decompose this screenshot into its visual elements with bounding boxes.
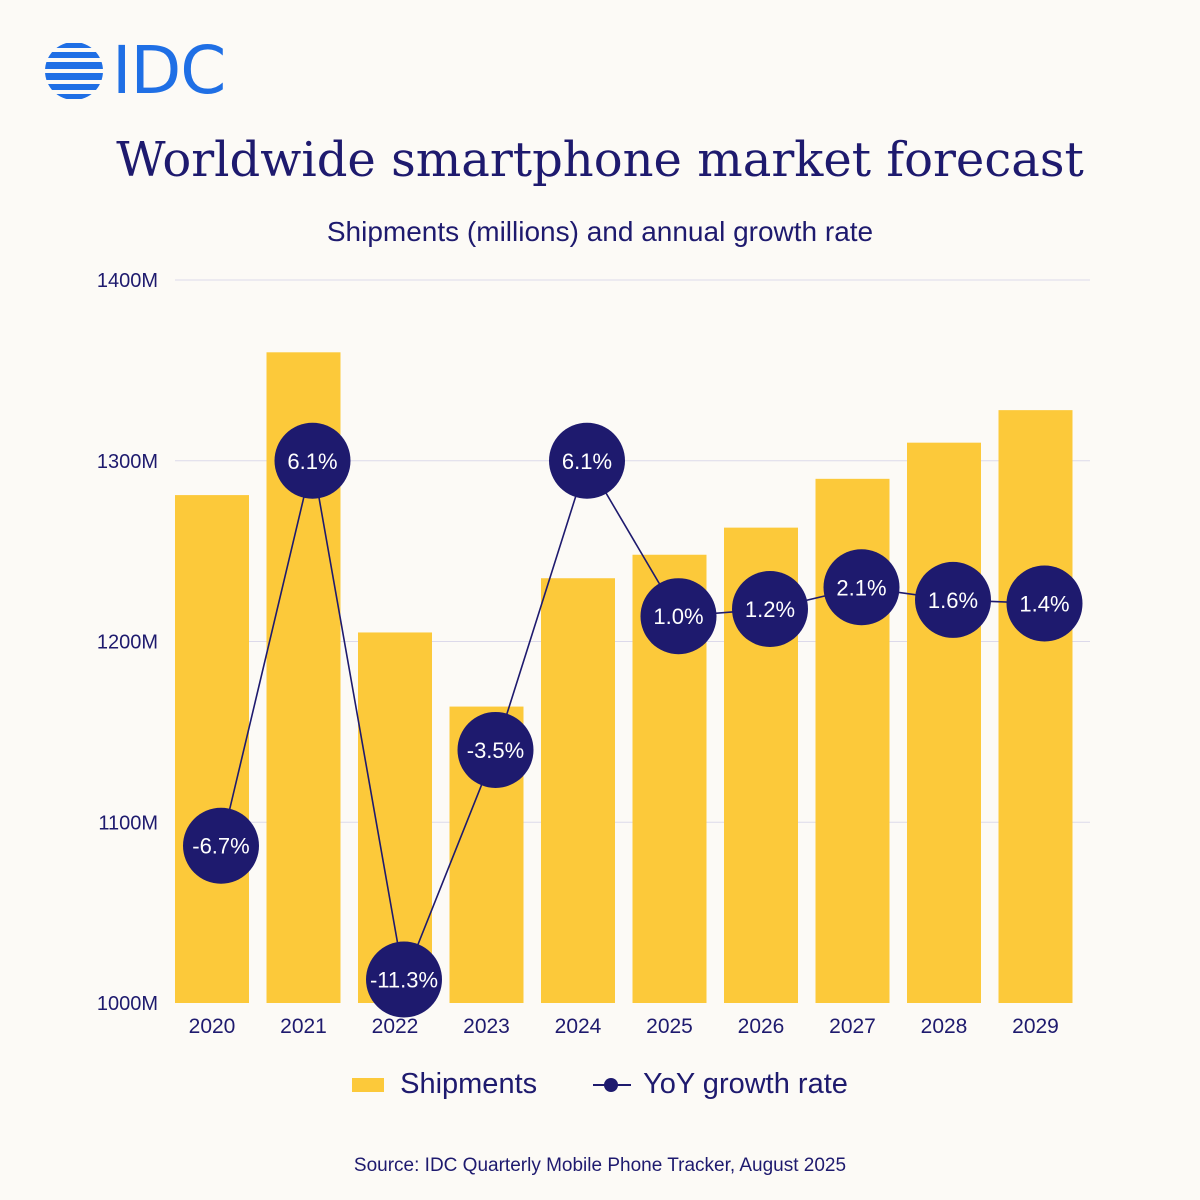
x-tick-label: 2021 — [280, 1015, 327, 1038]
growth-marker — [732, 570, 808, 647]
x-tick-label: 2022 — [372, 1015, 419, 1038]
x-tick-label: 2020 — [189, 1015, 236, 1038]
growth-marker — [274, 422, 351, 499]
y-tick-label: 1200M — [97, 632, 158, 654]
legend-item-shipments: Shipments — [352, 1068, 537, 1101]
growth-marker — [823, 549, 900, 626]
growth-data-label: -3.5% — [467, 738, 524, 763]
growth-data-label: -11.3% — [370, 968, 438, 993]
growth-marker — [457, 711, 534, 788]
growth-line — [220, 458, 1045, 983]
legend-swatch-shipments — [352, 1077, 385, 1092]
y-tick-label: 1400M — [97, 270, 158, 292]
growth-marker — [183, 807, 259, 884]
growth-marker — [549, 422, 625, 499]
legend-swatch-growth — [593, 1077, 632, 1092]
y-tick-label: 1100M — [98, 812, 158, 834]
bar-shipments — [175, 495, 249, 1003]
growth-data-label: -6.7% — [192, 834, 249, 859]
growth-marker — [915, 561, 991, 638]
x-tick-label: 2025 — [646, 1015, 693, 1038]
growth-data-label: 2.1% — [836, 575, 886, 600]
growth-marker — [366, 941, 442, 1018]
x-tick-label: 2024 — [555, 1015, 602, 1038]
y-tick-label: 1300M — [97, 451, 158, 473]
growth-data-label: 6.1% — [287, 449, 337, 474]
chart-legend: Shipments YoY growth rate — [0, 1068, 1200, 1101]
legend-label-shipments: Shipments — [400, 1068, 538, 1100]
idc-globe-icon — [45, 43, 103, 99]
legend-item-growth: YoY growth rate — [593, 1068, 848, 1101]
chart-subtitle: Shipments (millions) and annual growth r… — [326, 216, 874, 247]
growth-data-label: 1.4% — [1019, 592, 1069, 617]
growth-data-label: 6.1% — [562, 449, 612, 474]
growth-marker — [1006, 565, 1083, 642]
idc-logo-text: IDC — [112, 32, 226, 109]
chart-title: Worldwide smartphone market forecast — [116, 132, 1084, 188]
bar-shipments — [541, 578, 615, 1003]
x-tick-label: 2029 — [1012, 1015, 1059, 1038]
growth-data-label: 1.0% — [653, 604, 703, 629]
idc-logo: IDC — [44, 32, 226, 109]
x-tick-label: 2027 — [829, 1015, 876, 1038]
bar-shipments — [998, 410, 1073, 1003]
y-tick-label: 1000M — [97, 993, 158, 1015]
source-note: Source: IDC Quarterly Mobile Phone Track… — [353, 1155, 847, 1176]
legend-label-growth: YoY growth rate — [643, 1068, 848, 1100]
bar-shipments — [907, 442, 981, 1003]
growth-data-label: 1.6% — [928, 588, 978, 613]
x-tick-label: 2026 — [738, 1015, 785, 1038]
growth-marker — [640, 578, 717, 655]
x-tick-label: 2023 — [463, 1015, 510, 1038]
growth-data-label: 1.2% — [745, 597, 795, 622]
x-tick-label: 2028 — [921, 1015, 968, 1038]
